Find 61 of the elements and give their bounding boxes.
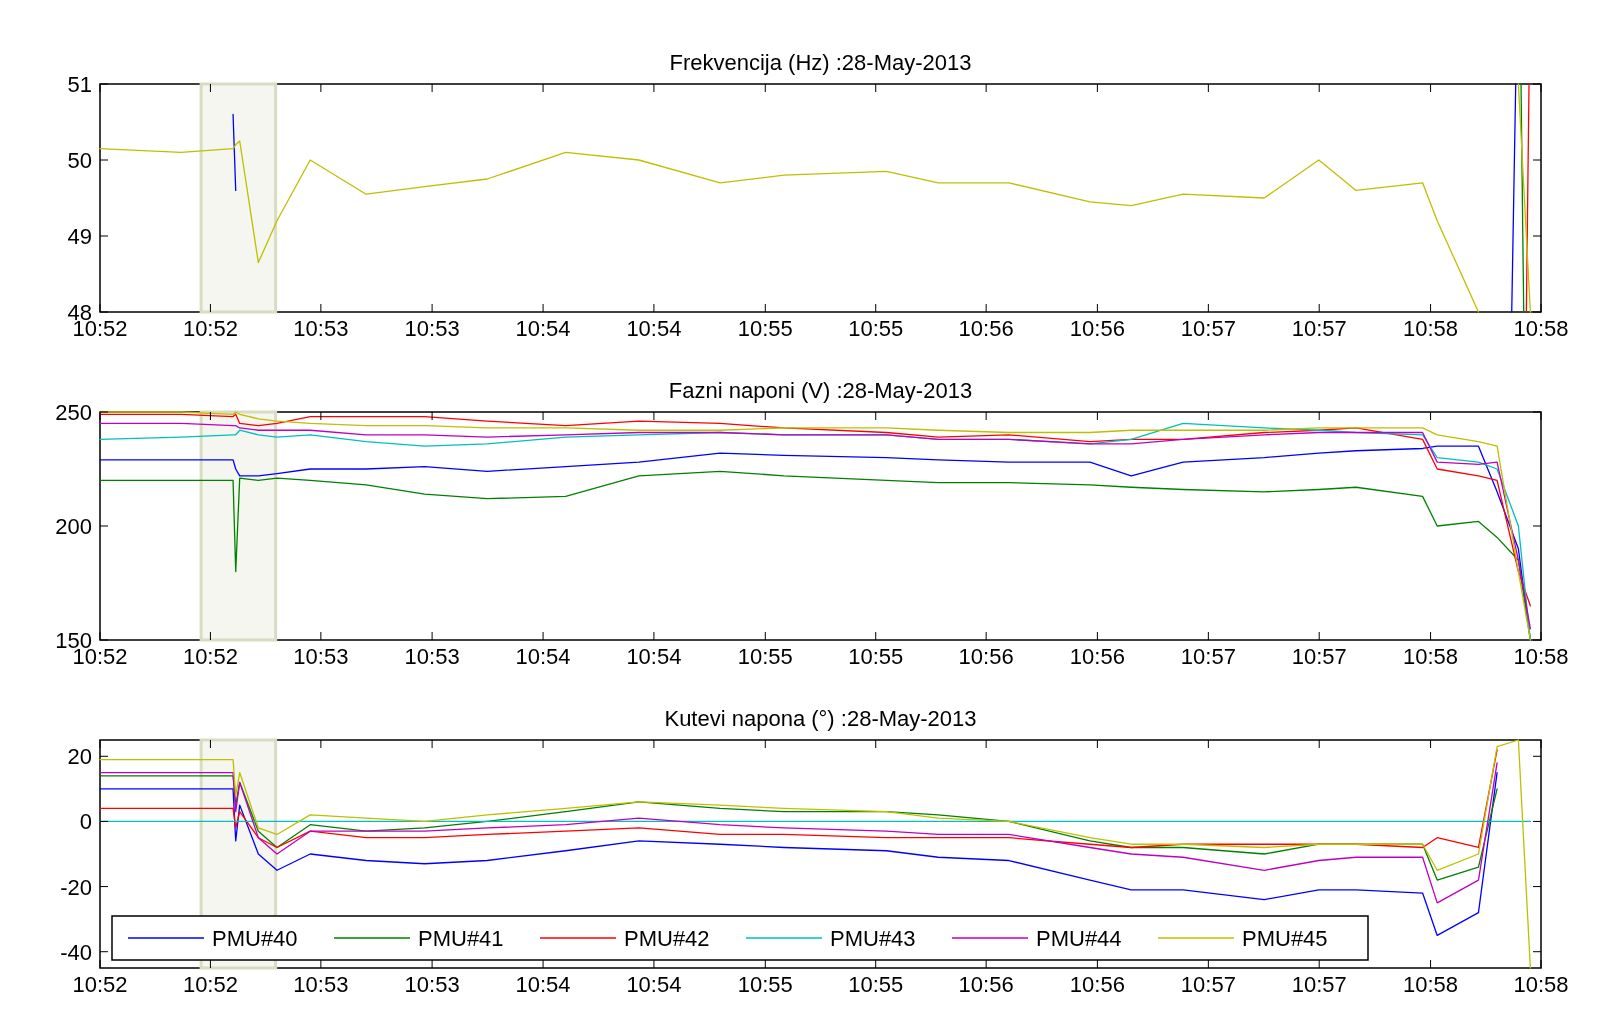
x-tick-label: 10:53 <box>404 316 460 341</box>
x-tick-label: 10:57 <box>1291 644 1347 669</box>
x-tick-label: 10:53 <box>293 972 349 997</box>
y-tick-label: 50 <box>67 148 92 173</box>
x-tick-label: 10:53 <box>404 644 460 669</box>
x-tick-label: 10:56 <box>958 644 1014 669</box>
x-tick-label: 10:56 <box>1069 316 1125 341</box>
x-tick-label: 10:54 <box>515 644 571 669</box>
x-tick-label: 10:58 <box>1513 644 1569 669</box>
x-tick-label: 10:57 <box>1180 316 1236 341</box>
line-series <box>99 762 1498 904</box>
x-tick-label: 10:55 <box>737 316 793 341</box>
x-tick-label: 10:57 <box>1291 972 1347 997</box>
x-tick-label: 10:57 <box>1180 644 1236 669</box>
x-tick-label: 10:58 <box>1513 972 1569 997</box>
x-tick-label: 10:56 <box>1069 644 1125 669</box>
legend-label: PMU#43 <box>830 926 916 951</box>
x-tick-label: 10:55 <box>848 316 904 341</box>
y-tick-label: 20 <box>67 744 92 770</box>
x-tick-label: 10:55 <box>848 972 904 997</box>
x-tick-label: 10:58 <box>1513 316 1569 341</box>
legend-label: PMU#42 <box>624 926 710 951</box>
chart-title: Frekvencija (Hz) :28-May-2013 <box>669 50 972 75</box>
x-tick-label: 10:54 <box>626 644 682 669</box>
x-tick-label: 10:56 <box>1069 972 1125 997</box>
x-tick-label: 10:54 <box>515 972 571 997</box>
x-tick-label: 10:55 <box>848 644 904 669</box>
x-tick-label: 10:56 <box>958 316 1014 341</box>
x-tick-label: 10:58 <box>1403 972 1459 997</box>
x-tick-label: 10:52 <box>72 972 128 997</box>
line-series <box>99 739 1532 969</box>
y-tick-label: 250 <box>55 400 92 425</box>
x-tick-label: 10:55 <box>737 644 793 669</box>
line-series <box>99 749 1498 849</box>
chart-title: Fazni naponi (V) :28-May-2013 <box>668 378 973 403</box>
legend-label: PMU#44 <box>1036 926 1122 951</box>
y-tick-label: -20 <box>60 874 92 900</box>
legend-label: PMU#41 <box>418 926 504 951</box>
x-tick-label: 10:57 <box>1291 316 1347 341</box>
x-tick-label: 10:52 <box>182 644 238 669</box>
x-tick-label: 10:54 <box>626 316 682 341</box>
y-tick-label: -40 <box>60 939 92 965</box>
x-tick-label: 10:57 <box>1180 972 1236 997</box>
x-tick-label: 10:54 <box>626 972 682 997</box>
x-tick-label: 10:52 <box>182 316 238 341</box>
chart-title: Kutevi napona (°) :28-May-2013 <box>664 706 977 731</box>
x-tick-label: 10:58 <box>1403 316 1459 341</box>
x-tick-label: 10:53 <box>293 644 349 669</box>
x-tick-label: 10:55 <box>737 972 793 997</box>
legend-label: PMU#40 <box>212 926 298 951</box>
x-tick-label: 10:53 <box>293 316 349 341</box>
x-tick-label: 10:58 <box>1403 644 1459 669</box>
y-tick-label: 49 <box>67 224 92 249</box>
y-tick-label: 200 <box>55 514 92 539</box>
x-tick-label: 10:54 <box>515 316 571 341</box>
x-tick-label: 10:53 <box>404 972 460 997</box>
y-tick-label: 0 <box>79 809 92 835</box>
x-tick-label: 10:52 <box>182 972 238 997</box>
y-tick-label: 51 <box>67 72 92 97</box>
legend-label: PMU#45 <box>1242 926 1328 951</box>
x-tick-label: 10:56 <box>958 972 1014 997</box>
